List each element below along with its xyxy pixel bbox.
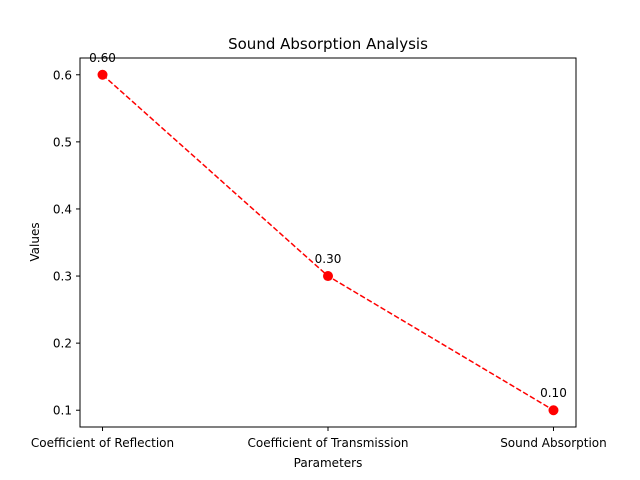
y-tick-label: 0.3 [53, 270, 72, 284]
y-tick-label: 0.1 [53, 404, 72, 418]
marks-layer: 0.600.300.10 [89, 51, 567, 416]
x-tick-label: Coefficient of Transmission [247, 436, 408, 450]
x-tick-label: Sound Absorption [500, 436, 607, 450]
data-point [97, 69, 108, 80]
x-axis-label: Parameters [294, 456, 363, 470]
y-tick-label: 0.2 [53, 337, 72, 351]
data-label: 0.30 [315, 252, 342, 266]
plot-area [80, 58, 576, 427]
y-tick-label: 0.5 [53, 135, 72, 149]
x-tick-label: Coefficient of Reflection [31, 436, 174, 450]
chart-title: Sound Absorption Analysis [228, 35, 428, 53]
ticks-layer: 0.1 0.2 0.3 0.4 0.5 0.6 Coefficient of Reflect… [31, 68, 607, 450]
y-axis-label: Values [28, 222, 42, 261]
data-label: 0.10 [540, 386, 567, 400]
y-tick-label: 0.6 [53, 68, 72, 82]
y-tick-label: 0.4 [53, 202, 72, 216]
data-point [323, 271, 333, 282]
data-point [548, 405, 559, 416]
